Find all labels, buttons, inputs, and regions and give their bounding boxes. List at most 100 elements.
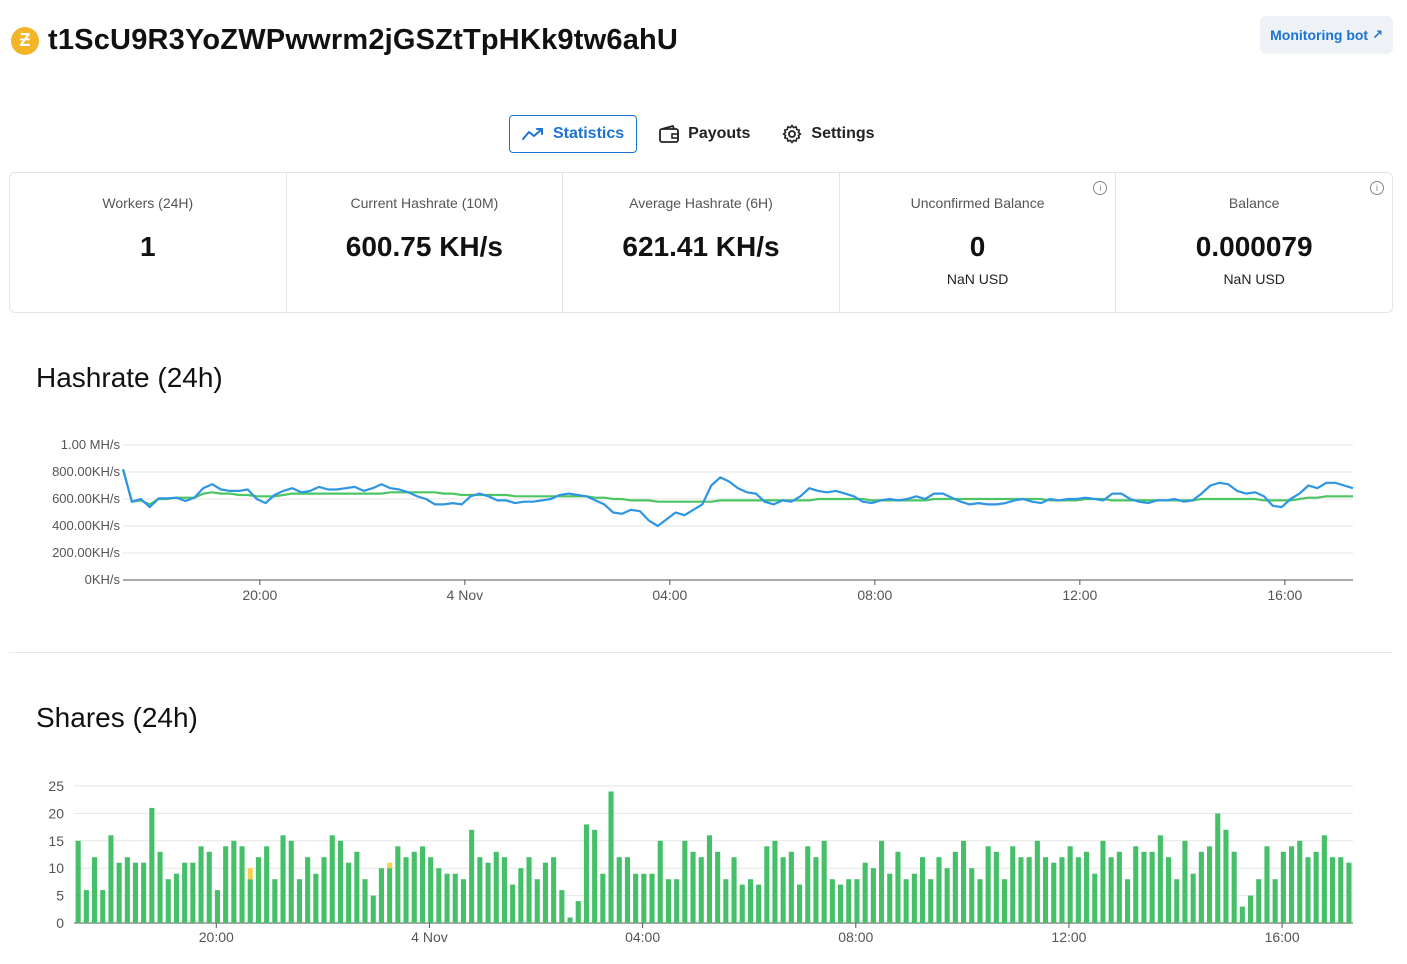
valid-shares-bar — [83, 890, 89, 923]
valid-shares-bar — [608, 791, 614, 923]
valid-shares-bar — [288, 840, 294, 923]
tab-settings[interactable]: Settings — [770, 115, 886, 153]
valid-shares-bar — [977, 879, 983, 923]
valid-shares-bar — [829, 879, 835, 923]
tab-statistics-label: Statistics — [553, 125, 625, 142]
valid-shares-bar — [706, 835, 712, 923]
valid-shares-bar — [583, 824, 589, 923]
x-tick-label: 08:00 — [838, 929, 873, 945]
valid-shares-bar — [1141, 851, 1147, 923]
monitoring-bot-label: Monitoring bot — [1270, 27, 1369, 43]
valid-shares-bar — [362, 879, 368, 923]
valid-shares-bar — [1182, 840, 1188, 923]
tab-payouts[interactable]: Payouts — [647, 115, 762, 153]
valid-shares-bar — [1067, 846, 1073, 923]
valid-shares-bar — [190, 862, 196, 923]
valid-shares-bar — [821, 840, 827, 923]
valid-shares-bar — [444, 873, 450, 923]
valid-shares-bar — [214, 890, 220, 923]
valid-shares-bar — [936, 857, 942, 923]
valid-shares-bar — [985, 846, 991, 923]
valid-shares-bar — [1289, 846, 1295, 923]
valid-shares-bar — [739, 884, 745, 923]
valid-shares-bar — [780, 857, 786, 923]
stat-value: 1 — [140, 231, 156, 262]
valid-shares-bar — [1018, 857, 1024, 923]
x-tick-label: 12:00 — [1051, 929, 1086, 945]
valid-shares-bar — [1330, 857, 1336, 923]
valid-shares-bar — [551, 857, 557, 923]
valid-shares-bar — [378, 868, 384, 923]
valid-shares-bar — [903, 879, 909, 923]
y-tick-label: 0KH/s — [85, 572, 121, 587]
valid-shares-bar — [715, 851, 721, 923]
gear-icon — [783, 124, 802, 144]
valid-shares-bar — [329, 835, 335, 923]
valid-shares-bar — [436, 868, 442, 923]
y-tick-label: 15 — [48, 833, 64, 849]
valid-shares-bar — [764, 846, 770, 923]
valid-shares-bar — [280, 835, 286, 923]
valid-shares-bar — [141, 862, 147, 923]
monitoring-bot-button[interactable]: Monitoring bot ↗ — [1260, 16, 1393, 54]
chart-line-icon — [522, 128, 543, 140]
tab-payouts-label: Payouts — [688, 125, 751, 142]
hashrate-series-line — [121, 469, 1354, 528]
info-icon[interactable]: i — [1369, 181, 1384, 195]
valid-shares-bar — [387, 868, 393, 923]
average-hashrate-series-line — [121, 469, 1353, 506]
valid-shares-bar — [1215, 813, 1221, 923]
valid-shares-bar — [879, 840, 885, 923]
stat-value: 621.41 KH/s — [622, 231, 780, 262]
wallet-address: t1ScU9R3YoZWPwwrm2jGSZtTpHKk9tw6ahU — [48, 24, 679, 56]
valid-shares-bar — [813, 857, 819, 923]
valid-shares-bar — [1239, 906, 1245, 923]
shares-chart: 0 5 10 15 20 25 20:00 4 Nov 04:00 08:00 12:00 16:00 — [48, 778, 1353, 945]
y-tick-label: 800.00KH/s — [52, 464, 120, 479]
valid-shares-bar — [92, 857, 98, 923]
valid-shares-bar — [1149, 851, 1155, 923]
stat-unconfirmed-balance: i Unconfirmed Balance 0 NaN USD — [840, 173, 1117, 312]
page-header: Ƶ t1ScU9R3YoZWPwwrm2jGSZtTpHKk9tw6ahU — [11, 24, 678, 57]
valid-shares-bar — [870, 868, 876, 923]
valid-shares-bar — [1174, 879, 1180, 923]
valid-shares-bar — [649, 873, 655, 923]
x-tick-label: 4 Nov — [411, 929, 448, 945]
stat-value: 0.000079 — [1195, 231, 1313, 262]
valid-shares-bar — [518, 868, 524, 923]
valid-shares-bar — [501, 857, 507, 923]
valid-shares-bar — [116, 862, 122, 923]
tab-statistics[interactable]: Statistics — [509, 115, 638, 153]
valid-shares-bar — [337, 840, 343, 923]
hashrate-chart-title: Hashrate (24h) — [36, 362, 223, 393]
valid-shares-bar — [592, 829, 598, 923]
hashrate-chart: 0KH/s 200.00KH/s 400.00KH/s 600.00KH/s 800.0… — [52, 437, 1354, 603]
valid-shares-bar — [1207, 846, 1213, 923]
valid-shares-bar — [346, 862, 352, 923]
x-tick-label: 16:00 — [1267, 587, 1302, 603]
section-divider — [9, 652, 1393, 653]
valid-shares-bar — [157, 851, 163, 923]
valid-shares-bar — [100, 890, 106, 923]
valid-shares-bar — [542, 862, 548, 923]
valid-shares-bar — [846, 879, 852, 923]
info-icon[interactable]: i — [1093, 181, 1108, 195]
valid-shares-bar — [920, 857, 926, 923]
y-tick-label: 200.00KH/s — [52, 545, 120, 560]
valid-shares-bar — [247, 879, 253, 923]
valid-shares-bar — [1059, 857, 1065, 923]
valid-shares-bar — [1305, 857, 1311, 923]
valid-shares-bar — [641, 873, 647, 923]
valid-shares-bar — [173, 873, 179, 923]
stat-average-hashrate: Average Hashrate (6H) 621.41 KH/s — [563, 173, 840, 312]
valid-shares-bar — [838, 884, 844, 923]
valid-shares-bar — [1133, 846, 1139, 923]
stat-current-hashrate: Current Hashrate (10M) 600.75 KH/s — [287, 173, 564, 312]
valid-shares-bar — [1190, 873, 1196, 923]
valid-shares-bar — [600, 873, 606, 923]
valid-shares-bar — [911, 873, 917, 923]
valid-shares-bar — [1338, 857, 1344, 923]
valid-shares-bar — [132, 862, 138, 923]
valid-shares-bar — [559, 890, 565, 923]
valid-shares-bar — [411, 851, 417, 923]
